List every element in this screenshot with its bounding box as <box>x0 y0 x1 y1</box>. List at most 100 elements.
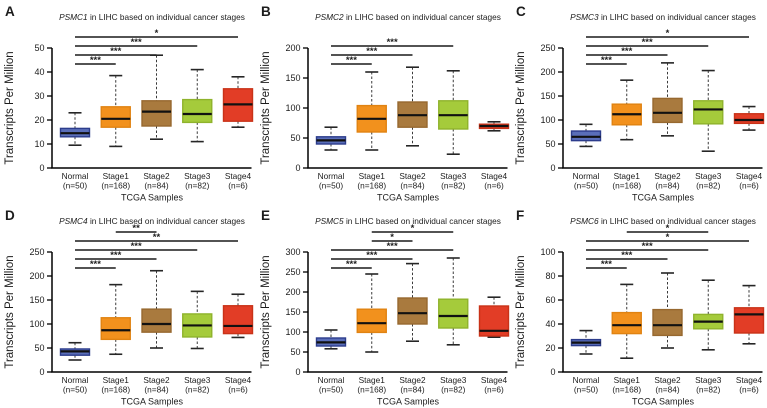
category-label: Normal <box>62 171 89 181</box>
x-axis-title: TCGA Samples <box>377 397 440 407</box>
box-stage2 <box>652 97 684 124</box>
y-axis-title: Transcripts Per Million <box>515 51 527 164</box>
significance-label: * <box>390 232 394 243</box>
category-label: Stage4 <box>481 171 508 181</box>
category-label: Stage1 <box>358 171 385 181</box>
category-label: Stage3 <box>695 171 722 181</box>
boxplot-psmc2: *** *** *** 0 50 100 150 200 PSMC2 in LIHC based… <box>260 4 509 203</box>
panel-title: PSMC1 in LIHC based on individual cancer… <box>59 12 245 22</box>
significance-label: * <box>666 223 670 234</box>
y-tick-label: 0 <box>295 163 300 173</box>
y-tick-label: 40 <box>546 319 556 329</box>
box-stage2 <box>396 297 428 325</box>
panel-letter: D <box>5 208 15 223</box>
category-count: (n=6) <box>228 181 248 191</box>
y-axis-title: Transcripts Per Million <box>260 51 272 164</box>
y-tick-label: 100 <box>541 115 556 125</box>
y-tick-label: 0 <box>39 367 44 377</box>
category-count: (n=168) <box>357 181 386 191</box>
y-tick-label: 250 <box>285 267 300 277</box>
y-tick-label: 100 <box>541 247 556 257</box>
y-axis-title: Transcripts Per Million <box>4 51 16 164</box>
category-count: (n=168) <box>357 385 386 395</box>
y-tick-label: 50 <box>546 139 556 149</box>
significance-label: * <box>666 232 670 243</box>
category-label: Stage2 <box>655 171 682 181</box>
y-tick-label: 0 <box>39 163 44 173</box>
significance-label: * <box>666 28 670 39</box>
category-label: Stage3 <box>695 375 722 385</box>
category-count: (n=50) <box>319 181 343 191</box>
box-stage1 <box>611 311 643 335</box>
category-label: Normal <box>317 171 344 181</box>
y-axis-title: Transcripts Per Million <box>4 255 16 368</box>
significance-label: * <box>410 223 414 234</box>
category-count: (n=168) <box>101 181 130 191</box>
panel-title: PSMC5 in LIHC based on individual cancer… <box>315 216 501 226</box>
significance-label: *** <box>131 37 142 48</box>
category-count: (n=84) <box>400 181 424 191</box>
y-tick-label: 30 <box>34 91 44 101</box>
panel-e-psmc5: *** *** *** * * 0 50 100 150 200 250 300 PSMC5 in LI… <box>256 204 511 408</box>
category-count: (n=6) <box>740 385 760 395</box>
y-tick-label: 150 <box>29 295 44 305</box>
category-count: (n=50) <box>319 385 343 395</box>
y-tick-label: 60 <box>546 295 556 305</box>
panel-c-psmc3: *** *** *** * 0 50 100 150 200 250 PSMC3 in LIHC b… <box>511 0 766 204</box>
category-count: (n=50) <box>63 181 87 191</box>
significance-label: *** <box>110 250 121 261</box>
significance-label: *** <box>386 241 397 252</box>
category-label: Stage4 <box>736 375 763 385</box>
category-count: (n=6) <box>228 385 248 395</box>
significance-label: *** <box>345 259 356 270</box>
x-axis-title: TCGA Samples <box>121 397 184 407</box>
category-label: Stage4 <box>736 171 763 181</box>
y-tick-label: 0 <box>551 367 556 377</box>
category-count: (n=50) <box>574 385 598 395</box>
x-axis-title: TCGA Samples <box>632 397 695 407</box>
y-tick-label: 200 <box>285 43 300 53</box>
significance-label: ** <box>153 232 161 243</box>
category-label: Stage3 <box>440 171 467 181</box>
y-tick-label: 150 <box>285 307 300 317</box>
category-label: Stage2 <box>399 375 426 385</box>
category-count: (n=82) <box>185 385 209 395</box>
x-axis-title: TCGA Samples <box>377 193 440 203</box>
category-label: Normal <box>573 375 600 385</box>
category-label: Stage2 <box>399 171 426 181</box>
category-label: Stage2 <box>143 375 170 385</box>
significance-label: *** <box>90 55 101 66</box>
panel-d-psmc4: *** *** *** ** ** 0 50 100 150 200 250 PSMC4 in LIH… <box>0 204 255 408</box>
category-label: Stage1 <box>614 171 641 181</box>
category-label: Stage1 <box>358 375 385 385</box>
category-count: (n=82) <box>696 385 720 395</box>
category-count: (n=50) <box>574 181 598 191</box>
category-count: (n=82) <box>185 181 209 191</box>
y-tick-label: 20 <box>546 343 556 353</box>
y-tick-label: 100 <box>29 319 44 329</box>
box-stage3 <box>693 100 724 125</box>
box-stage1 <box>100 317 131 341</box>
significance-label: *** <box>110 46 121 57</box>
panel-title: PSMC2 in LIHC based on individual cancer… <box>315 12 501 22</box>
box-stage4 <box>734 307 765 334</box>
panel-f-psmc6: *** *** *** * * 0 20 40 60 80 100 PSMC6 in LIHC bas… <box>511 204 766 408</box>
box-stage3 <box>437 298 469 329</box>
y-axis-title: Transcripts Per Million <box>260 255 272 368</box>
category-count: (n=6) <box>484 385 504 395</box>
significance-label: ** <box>132 223 140 234</box>
significance-label: *** <box>622 250 633 261</box>
panel-letter: C <box>516 4 526 19</box>
y-tick-label: 40 <box>34 67 44 77</box>
y-tick-label: 250 <box>29 247 44 257</box>
box-stage3 <box>182 98 213 124</box>
box-stage2 <box>141 100 172 127</box>
category-label: Stage2 <box>655 375 682 385</box>
category-count: (n=84) <box>656 385 680 395</box>
significance-label: *** <box>90 259 101 270</box>
